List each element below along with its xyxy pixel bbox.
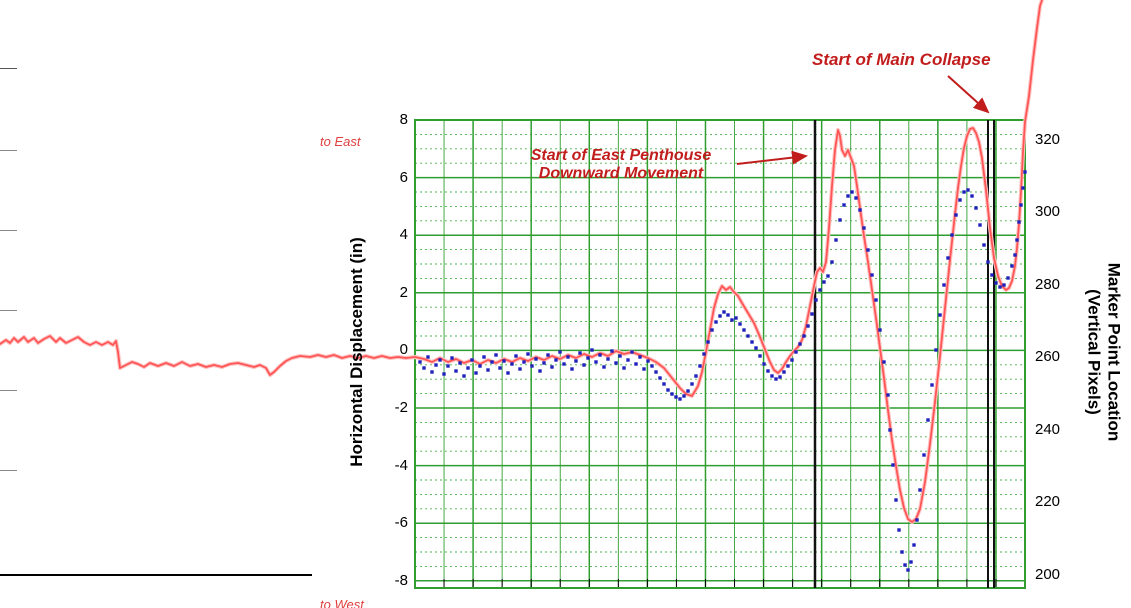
east-penthouse-annotation-line1: Start of East Penthouse	[530, 147, 712, 164]
background-axis-tick	[0, 68, 17, 69]
left-axis-tick--6: -6	[394, 514, 408, 532]
left-axis-tick--8: -8	[394, 571, 408, 589]
main-collapse-annotation: Start of Main Collapse	[812, 50, 991, 69]
left-axis-tick-0: 0	[399, 341, 408, 359]
left-axis-tick--2: -2	[394, 399, 408, 416]
left-axis-tick-2: 2	[399, 283, 408, 301]
left-axis-tick-8: 8	[399, 111, 408, 128]
to-west-label: to West	[320, 597, 364, 608]
right-axis-tick-220: 220	[1035, 493, 1061, 511]
background-axis-tick	[0, 310, 17, 311]
right-axis-tick-240: 240	[1035, 420, 1061, 438]
east-penthouse-annotation-line2: Downward Movement	[538, 165, 704, 182]
left-axis-tick-4: 4	[399, 226, 408, 244]
background-axis-tick	[0, 470, 17, 471]
background-axis-line	[0, 574, 312, 576]
background-axis-tick	[0, 230, 17, 231]
east-penthouse-annotation: Start of East Penthouse Downward Movemen…	[505, 147, 737, 183]
right-axis-tick-280: 280	[1035, 275, 1061, 293]
right-axis-title-line1: Marker Point Location	[1104, 262, 1124, 442]
right-axis-tick-320: 320	[1035, 131, 1061, 148]
right-axis-tick-300: 300	[1035, 203, 1061, 221]
left-axis-title: Horizontal Displacement (in)	[347, 237, 366, 467]
right-axis-tick-260: 260	[1035, 348, 1061, 366]
right-axis-tick-200: 200	[1035, 565, 1061, 583]
to-east-label: to East	[320, 134, 361, 149]
right-axis-title-line2: (Vertical Pixels)	[1084, 289, 1103, 415]
left-axis-tick--4: -4	[394, 456, 408, 474]
left-axis-tick-6: 6	[399, 168, 408, 186]
background-axis-tick	[0, 150, 17, 151]
right-axis-title: Marker Point Location (Vertical Pixels)	[1083, 222, 1124, 482]
background-axis-tick	[0, 390, 17, 391]
